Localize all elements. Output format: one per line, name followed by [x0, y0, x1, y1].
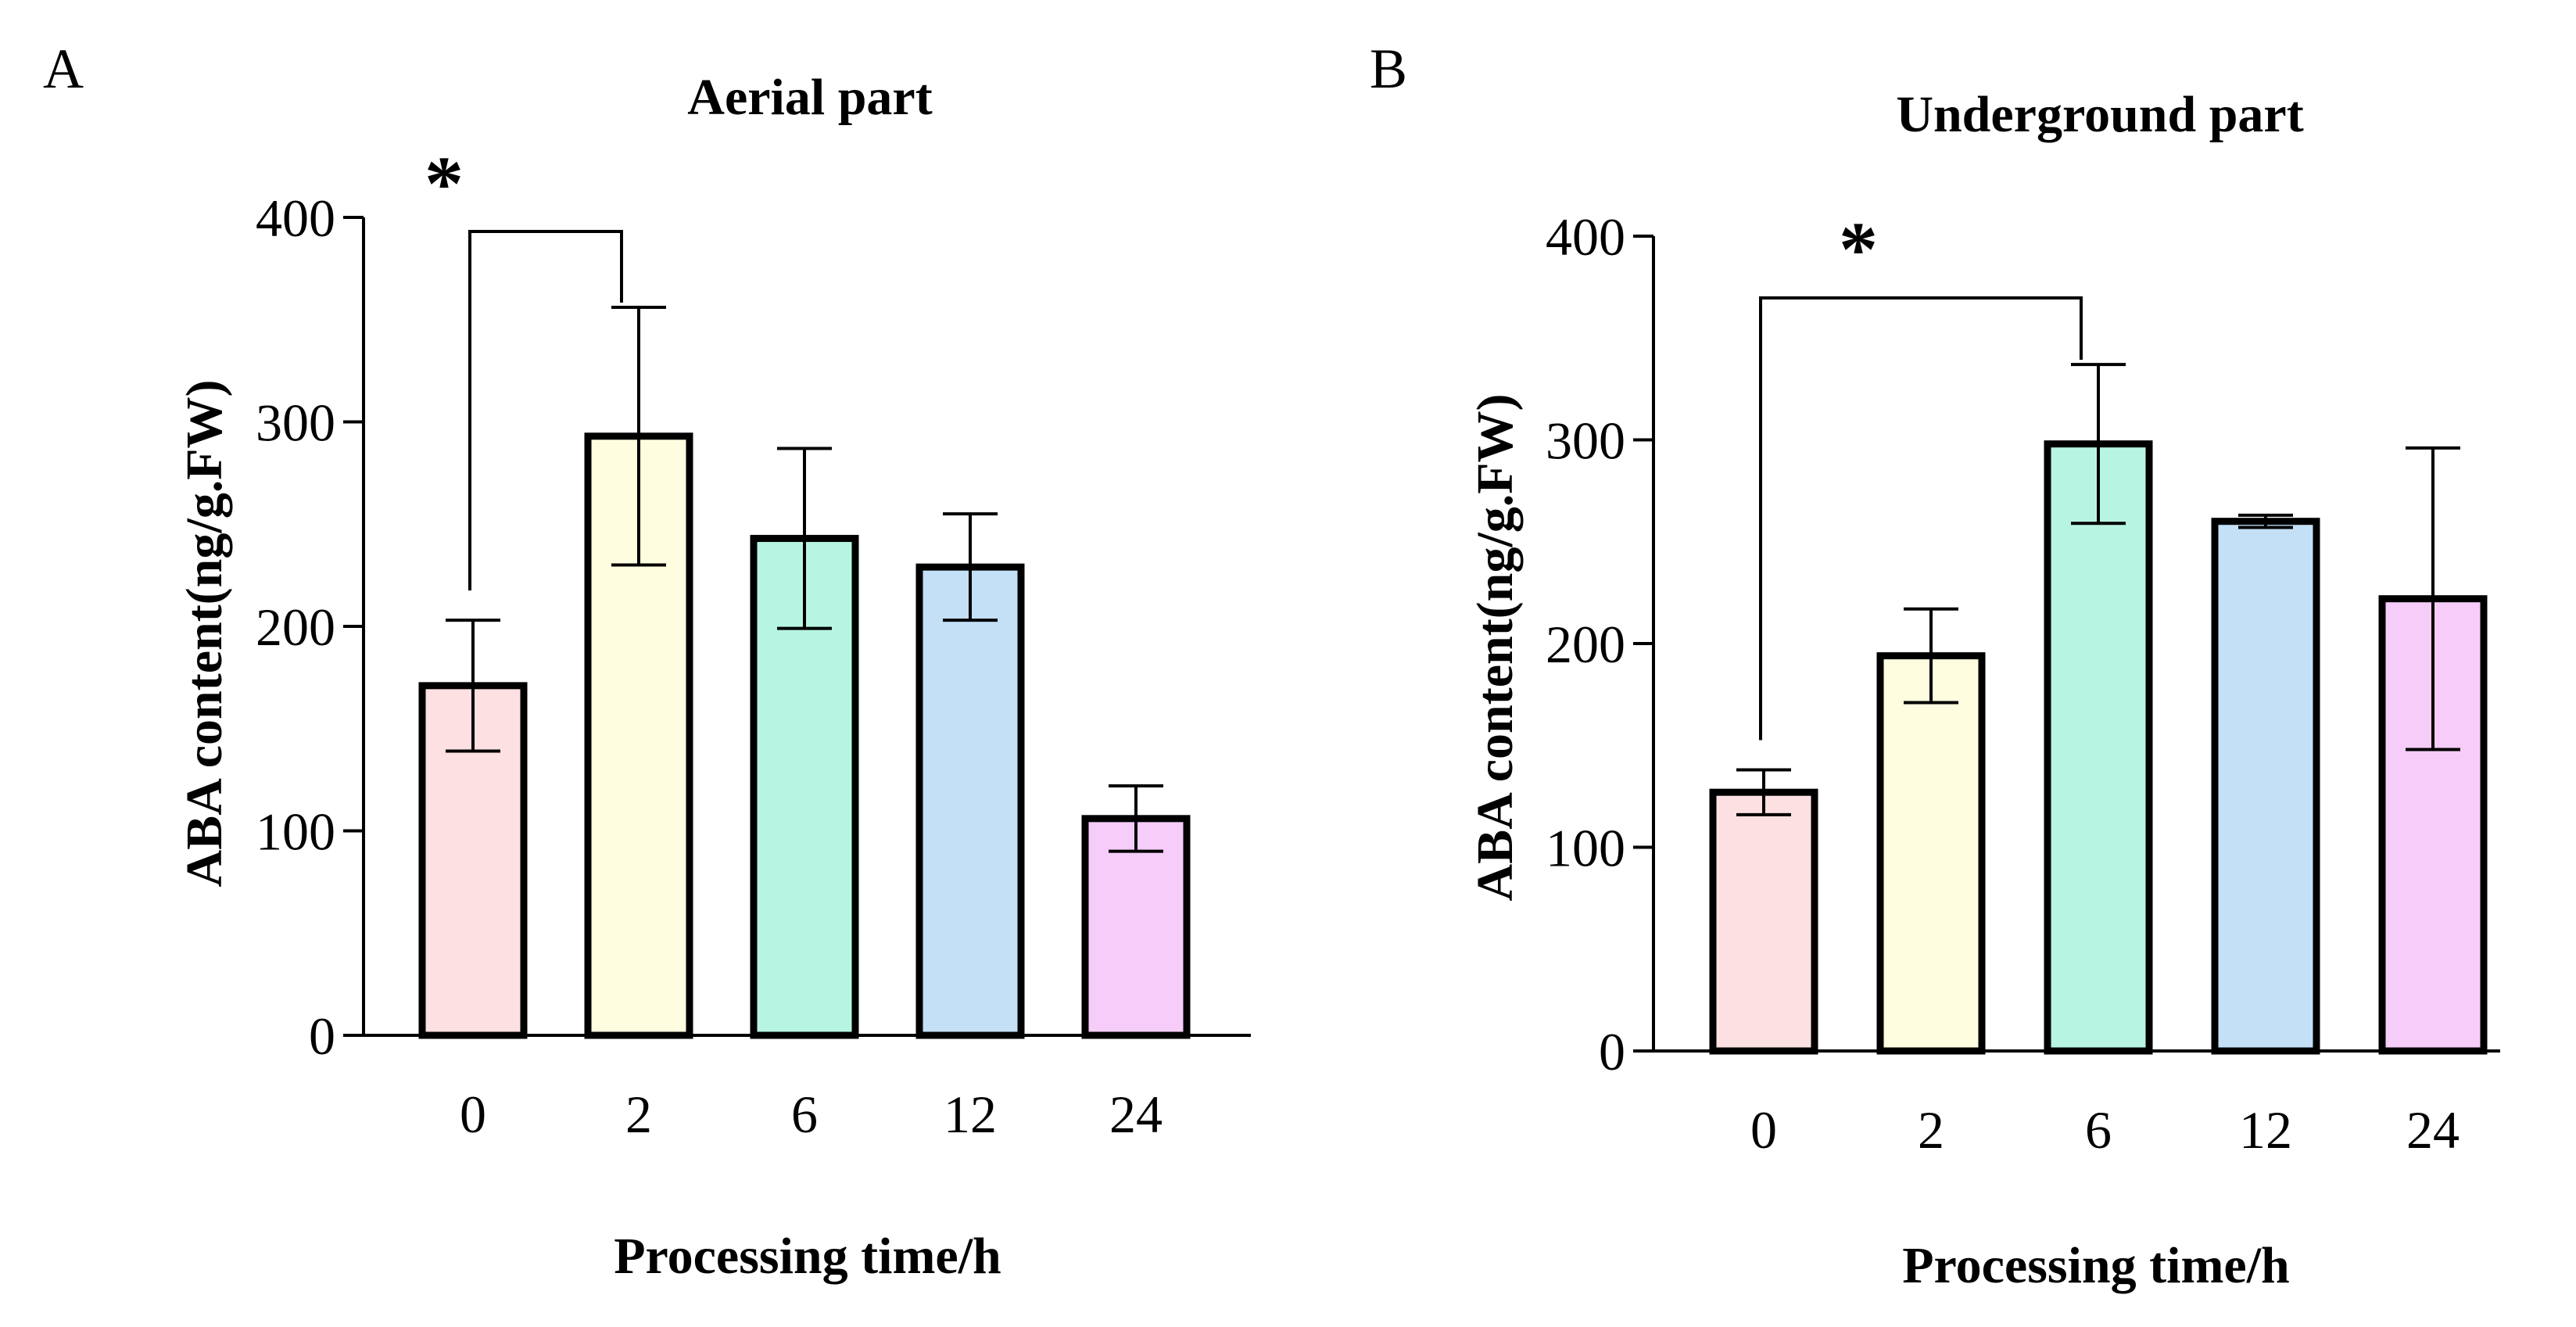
panel-b-y-axis-label: ABA content(ng/g.FW): [1467, 394, 1524, 902]
panel-b-error-bar-2: [1904, 607, 1958, 705]
panel-b-y-ticks: 0 100 200 300 400: [1546, 207, 1653, 1081]
panel-b-x-ticks: 0 2 6 12 24: [1750, 1100, 2460, 1160]
panel-b-title: Underground part: [1896, 86, 2303, 143]
panel-b-x-tick-label: 24: [2406, 1100, 2460, 1160]
panel-b-y-tick-label: 400: [1546, 207, 1625, 267]
panel-a-error-bar-12: [943, 512, 998, 622]
panel-b-significance-star: *: [1839, 206, 1878, 292]
panel-b-x-axis-label: Processing time/h: [1902, 1237, 2290, 1294]
panel-b-error-bar-24: [2406, 446, 2460, 751]
panel-b-bar-0: [1709, 788, 1818, 1055]
panel-b-x-tick-label: 12: [2239, 1100, 2292, 1160]
panel-b-x-tick-label: 2: [1918, 1100, 1944, 1160]
panel-a-y-tick-label: 100: [256, 802, 335, 862]
panel-b-chart: B Underground part ABA content(ng/g.FW) …: [1370, 38, 2500, 1294]
panel-b-error-bars: [1736, 363, 2460, 816]
panel-a-y-axis-label: ABA content(ng/g.FW): [176, 380, 233, 888]
panel-b-y-tick-label: 200: [1546, 615, 1625, 674]
panel-a-y-tick-label: 0: [309, 1006, 335, 1066]
panel-a-error-bar-0: [446, 619, 500, 753]
panel-a-x-tick-label: 0: [460, 1085, 486, 1144]
panel-b-x-tick-label: 0: [1750, 1100, 1777, 1160]
panel-a-error-bars: [446, 306, 1163, 853]
panel-b-significance-bracket: [1759, 296, 2083, 741]
panel-a-x-tick-label: 24: [1109, 1085, 1163, 1144]
panel-a-x-tick-label: 12: [944, 1085, 997, 1144]
panel-a-y-tick-label: 400: [256, 188, 335, 248]
panel-a-error-bar-24: [1109, 784, 1163, 853]
panel-b-letter: B: [1370, 38, 1407, 100]
panel-b-bar-12: [2211, 518, 2320, 1055]
panel-b-x-tick-label: 6: [2085, 1100, 2112, 1160]
panel-b-error-bar-6: [2071, 363, 2126, 525]
panel-b-bar-2: [1876, 652, 1986, 1055]
panel-b-axes: [1652, 236, 2500, 1053]
panel-a-significance-star: *: [425, 140, 464, 227]
panel-b-significance: *: [1759, 206, 2083, 741]
panel-a-axes: [362, 217, 1251, 1037]
panel-b-y-tick-label: 100: [1546, 819, 1625, 878]
panel-a-letter: A: [43, 38, 84, 100]
panel-a-y-ticks: 0 100 200 300 400: [256, 188, 364, 1066]
panel-b-y-tick-label: 0: [1599, 1022, 1625, 1081]
panel-a-significance-bracket: [468, 230, 623, 591]
panel-a-x-ticks: 0 2 6 12 24: [460, 1085, 1163, 1144]
panel-a-x-tick-label: 6: [791, 1085, 818, 1144]
panel-b-error-bar-0: [1736, 768, 1791, 816]
panel-a-significance: *: [425, 140, 623, 591]
panel-b-bars: [1709, 440, 2488, 1055]
panel-b-bar-6: [2044, 440, 2153, 1055]
panel-a-bar-12: [915, 563, 1025, 1039]
panel-a-x-axis-label: Processing time/h: [614, 1228, 1001, 1285]
panel-a-title: Aerial part: [687, 69, 932, 126]
panel-a-y-tick-label: 300: [256, 393, 335, 453]
panel-a-chart: A Aerial part ABA content(ng/g.FW) Proce…: [43, 38, 1251, 1285]
panel-b-y-tick-label: 300: [1546, 411, 1625, 471]
panel-a-x-tick-label: 2: [625, 1085, 652, 1144]
panel-a-error-bar-6: [777, 447, 832, 630]
panel-a-error-bar-2: [611, 306, 666, 567]
panel-a-y-tick-label: 200: [256, 597, 335, 657]
panel-b-error-bar-12: [2238, 513, 2293, 529]
